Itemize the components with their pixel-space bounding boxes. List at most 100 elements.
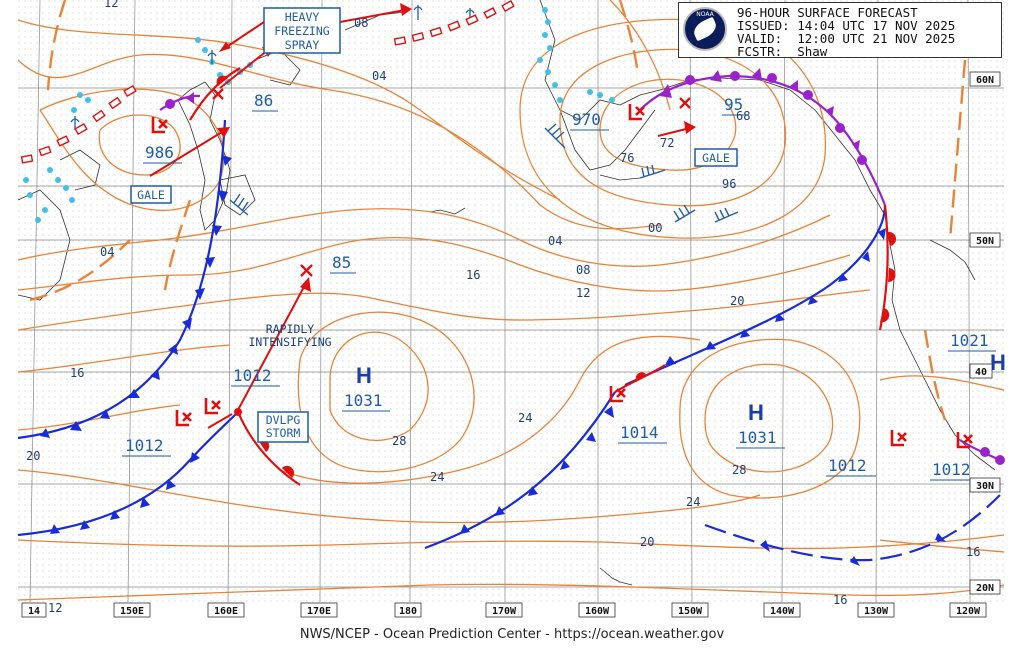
isobar-label: 04	[372, 69, 386, 83]
isobar-label: 28	[732, 463, 746, 477]
longitude-label: 170W	[492, 606, 517, 617]
low-symbol-storm-b	[204, 398, 221, 415]
isobar-label: 76	[620, 151, 634, 165]
developing-storm-box: DVLPG STORM	[257, 411, 309, 443]
latitude-label-60n: 60N	[976, 75, 994, 86]
isobar-label: 08	[576, 263, 590, 277]
isobar-label: 72	[660, 136, 674, 150]
pressure-low-1012-c: 1012	[932, 460, 971, 479]
warm-front-bumps	[216, 75, 897, 478]
pressure-high-1031-b: 1031	[738, 428, 777, 447]
isobar-label: 68	[736, 109, 750, 123]
pressure-low-986: 986	[145, 143, 174, 162]
pressure-values: 986 970 1012 1012 1012 1031 1031 1021 86…	[125, 91, 989, 479]
freezing-spray-pointer-head	[219, 42, 231, 52]
occluded-front-symbols	[165, 68, 1005, 465]
svg-text:GALE: GALE	[137, 188, 165, 202]
pressure-high-1021: 1021	[950, 331, 989, 350]
cold-front-teeth	[40, 155, 886, 534]
isobar-label: 28	[392, 434, 406, 448]
latitude-label-50n: 50N	[976, 236, 994, 247]
isobar-label: 20	[730, 294, 744, 308]
isobars	[17, 0, 1005, 601]
triple-point-marker	[234, 408, 242, 416]
pressure-low-1012-a: 1012	[233, 366, 272, 385]
pressure-low-970: 970	[572, 110, 601, 129]
isobar-label: 16	[833, 593, 847, 607]
issued-time: 14:04 UTC 17 NOV 2025	[797, 18, 956, 33]
longitude-label: 140W	[770, 606, 795, 617]
longitude-label: 160W	[585, 606, 610, 617]
pressure-label-1020: 1014	[620, 423, 659, 442]
storm-track-arrows	[149, 9, 691, 429]
rapidly-intensifying-label: RAPIDLY INTENSIFYING	[248, 322, 331, 349]
page-footer: NWS/NCEP - Ocean Prediction Center - htt…	[0, 626, 1024, 652]
forecaster-line: FCSTR: Shaw	[737, 44, 828, 59]
latitude-labels: 60N 50N 40 30N 20N	[969, 71, 1001, 595]
forecaster-name: Shaw	[797, 44, 828, 59]
forecast-point-86: 86	[254, 91, 273, 110]
isobar-labels: 08 04 04 04 08 12 16 20 24 24 24 28 28 2…	[26, 0, 980, 615]
dashed-cold-front	[704, 494, 1001, 562]
longitude-label: 170E	[307, 606, 331, 617]
gale-east-box: GALE	[694, 148, 738, 167]
latitude-label-20n: 20N	[976, 583, 994, 594]
isobar-label: 20	[26, 449, 40, 463]
isobar-label: 04	[100, 245, 114, 259]
longitude-label: 180	[399, 606, 417, 617]
high-symbol-edge: H	[990, 350, 1006, 375]
isobar-label: 96	[722, 177, 736, 191]
pressure-label-1014: 1012	[828, 456, 867, 475]
forecast-point-95: 95	[724, 95, 743, 114]
valid-time: 12:00 UTC 21 NOV 2025	[797, 31, 956, 46]
low-symbol-storm-a	[175, 410, 192, 427]
svg-text:DVLPG: DVLPG	[266, 413, 301, 427]
forecast-title: 96-HOUR SURFACE FORECAST	[737, 5, 918, 20]
isobar-label: 24	[686, 495, 700, 509]
freezing-spray-pointer	[224, 21, 265, 49]
low-symbol-central	[609, 386, 626, 403]
noaa-logo-icon: NOAA	[683, 7, 727, 51]
low-symbol-gulf	[628, 104, 645, 121]
low-symbol-west	[151, 117, 168, 134]
isobar-label: 20	[640, 535, 654, 549]
heavy-freezing-spray-box: HEAVY FREEZING SPRAY	[263, 7, 341, 54]
valid-line: VALID: 12:00 UTC 21 NOV 2025	[737, 31, 956, 46]
longitude-label: 150E	[120, 606, 144, 617]
freezing-spray-boundary	[20, 0, 515, 164]
longitude-label: 14	[28, 606, 40, 617]
isobar-label: 16	[466, 268, 480, 282]
svg-text:FREEZING: FREEZING	[274, 24, 329, 38]
svg-text:INTENSIFYING: INTENSIFYING	[248, 335, 331, 349]
high-symbol-east: H	[748, 400, 764, 425]
longitude-label: 150W	[678, 606, 703, 617]
issued-line: ISSUED: 14:04 UTC 17 NOV 2025	[737, 18, 956, 33]
troughs	[29, 0, 967, 421]
low-symbol-east-b	[956, 432, 973, 449]
isobar-label: 24	[518, 411, 532, 425]
svg-text:RAPIDLY: RAPIDLY	[266, 322, 315, 336]
low-symbol-east-a	[890, 430, 907, 447]
top-left-label: 12	[104, 0, 118, 10]
forecast-header: NOAA 96-HOUR SURFACE FORECAST ISSUED: 14…	[678, 2, 1002, 58]
graticule	[18, 0, 1004, 603]
svg-text:STORM: STORM	[266, 426, 301, 440]
longitude-label: 120W	[956, 606, 981, 617]
svg-text:SPRAY: SPRAY	[285, 38, 320, 52]
isobar-label: 16	[70, 366, 84, 380]
longitude-label: 130W	[864, 606, 889, 617]
map-dot-texture	[18, 0, 1004, 602]
svg-text:HEAVY: HEAVY	[285, 10, 320, 24]
wind-barbs	[229, 123, 739, 223]
low-center-markers	[212, 88, 691, 277]
gale-west-box: GALE	[130, 185, 172, 204]
isobar-label: 04	[548, 234, 562, 248]
longitude-labels: 14 150E 160E 170E 180 170W 160W 150W 140…	[21, 602, 987, 618]
isobar-label: 12	[576, 286, 590, 300]
latitude-label-40: 40	[975, 367, 987, 378]
forecast-point-85: 85	[332, 253, 351, 272]
isobar-label: 16	[966, 545, 980, 559]
isobar-label: 08	[354, 16, 368, 30]
isobar-label: 24	[430, 470, 444, 484]
